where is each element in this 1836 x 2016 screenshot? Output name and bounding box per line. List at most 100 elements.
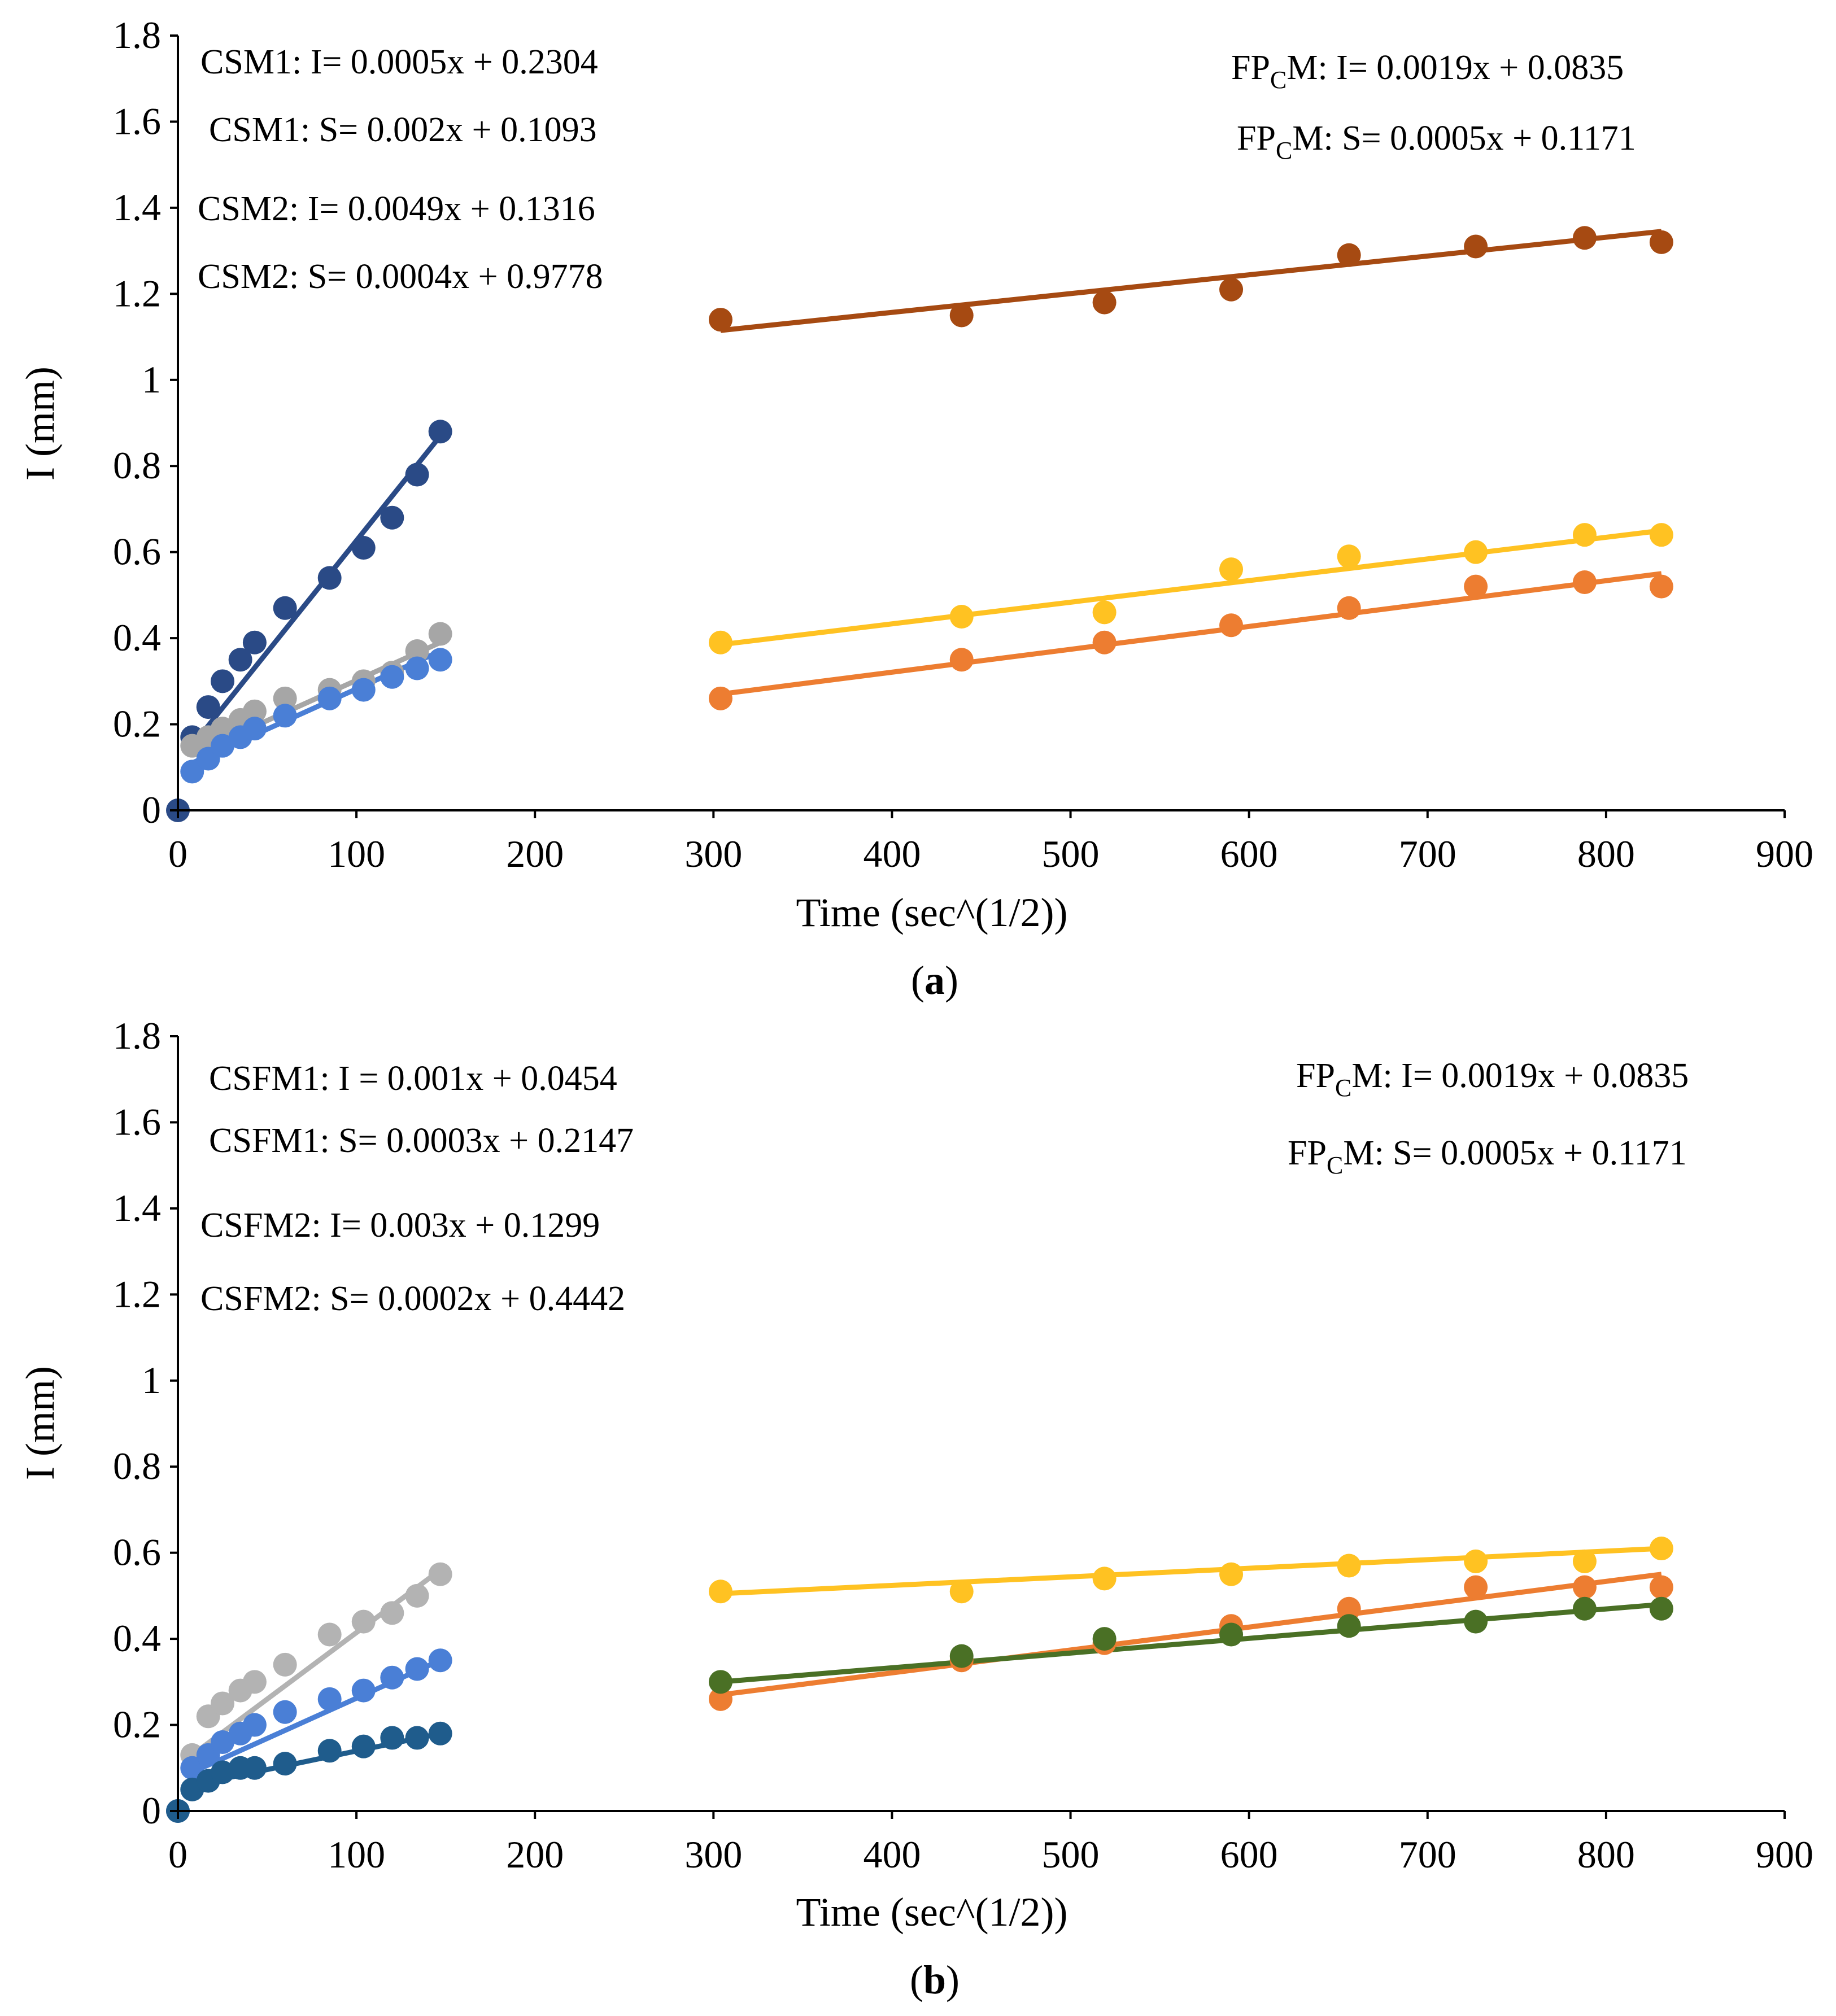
data-point-series-4 [949, 1579, 974, 1604]
data-point-series-5 [949, 605, 974, 629]
data-point-series-1 [211, 1691, 235, 1716]
x-tick-label: 500 [1042, 1833, 1100, 1876]
data-point-series-2 [380, 1665, 404, 1690]
equation-left-4: CSM2: S= 0.0004x + 0.9778 [198, 258, 603, 296]
data-point-series-3 [405, 1726, 429, 1750]
x-tick-label: 700 [1399, 832, 1456, 875]
trendline-5 [720, 1572, 1662, 1698]
data-point-series-6 [1464, 1609, 1488, 1634]
equation-right-2: FPCM: S= 0.0005x + 0.1171 [1288, 1134, 1687, 1179]
data-point-series-5 [1649, 523, 1673, 547]
data-point-series-6 [1092, 1627, 1117, 1651]
data-point-series-4 [1464, 234, 1488, 259]
y-tick-label: 0 [142, 788, 161, 831]
data-point-series-1 [242, 1670, 267, 1694]
data-point-series-2 [351, 1678, 376, 1703]
data-point-series-6 [708, 686, 732, 710]
x-tick-label: 700 [1399, 1833, 1456, 1876]
data-point-series-3 [273, 1752, 297, 1776]
x-tick-label: 400 [863, 1833, 921, 1876]
data-point-series-4 [1092, 290, 1117, 315]
equation-right-2: FPCM: S= 0.0005x + 0.1171 [1237, 119, 1636, 164]
data-point-series-1 [273, 1652, 297, 1677]
data-point-series-2 [242, 699, 267, 723]
trendline-6 [720, 571, 1662, 697]
data-point-series-5 [708, 1687, 732, 1711]
x-tick-label: 400 [863, 832, 921, 875]
data-point-series-6 [1649, 1596, 1673, 1621]
data-point-series-3 [428, 648, 452, 672]
data-point-series-2 [405, 639, 429, 663]
data-point-series-2 [211, 717, 235, 741]
equation-left-2: CSM1: S= 0.002x + 0.1093 [209, 111, 597, 149]
data-point-series-4 [1219, 1562, 1244, 1586]
data-point-series-6 [1337, 1614, 1361, 1638]
x-tick-label: 600 [1220, 1833, 1278, 1876]
x-tick-label: 500 [1042, 832, 1100, 875]
x-axis-label: Time (sec^(1/2)) [796, 1890, 1067, 1935]
y-tick-label: 0.2 [113, 702, 161, 745]
equation-left-3: CSM2: I= 0.0049x + 0.1316 [198, 190, 595, 228]
y-tick-label: 0.8 [113, 1445, 161, 1487]
y-tick-label: 0.8 [113, 444, 161, 487]
data-point-series-2 [428, 1648, 452, 1673]
data-point-series-6 [1572, 570, 1597, 595]
equation-left-1: CSFM1: I = 0.001x + 0.0454 [209, 1059, 617, 1098]
y-tick-label: 0.2 [113, 1703, 161, 1746]
data-point-series-3 [380, 1726, 404, 1750]
trendline-6 [720, 1602, 1662, 1685]
data-point-series-1 [380, 505, 404, 530]
data-point-series-1 [211, 669, 235, 693]
x-tick-label: 300 [684, 1833, 742, 1876]
data-point-series-1 [405, 1583, 429, 1608]
x-tick-label: 100 [328, 832, 385, 875]
x-tick-label: 0 [168, 1833, 187, 1876]
data-point-series-5 [1337, 1596, 1361, 1621]
equation-right-1: FPCM: I= 0.0019x + 0.0835 [1231, 49, 1624, 94]
panel-caption-a: (a) [911, 958, 958, 1003]
data-point-series-6 [949, 648, 974, 672]
data-point-series-5 [1572, 1575, 1597, 1599]
y-tick-label: 0.4 [113, 1617, 161, 1660]
data-point-series-3 [273, 704, 297, 728]
data-point-series-6 [1337, 596, 1361, 620]
data-point-series-3 [211, 1760, 235, 1784]
data-point-series-2 [180, 1756, 204, 1780]
data-point-series-6 [708, 1670, 732, 1694]
data-point-series-3 [317, 1739, 342, 1763]
data-point-series-4 [1649, 230, 1673, 254]
data-point-series-6 [1649, 574, 1673, 599]
data-point-series-4 [949, 303, 974, 328]
trendline-1 [190, 434, 443, 748]
x-tick-label: 600 [1220, 832, 1278, 875]
y-tick-label: 1.2 [113, 1272, 161, 1315]
data-point-series-5 [708, 630, 732, 654]
data-point-series-2 [317, 1687, 342, 1711]
x-tick-label: 200 [506, 1833, 564, 1876]
data-point-series-1 [242, 630, 267, 654]
data-point-series-3 [242, 717, 267, 741]
data-point-series-4 [1092, 1566, 1117, 1591]
data-point-series-6 [949, 1644, 974, 1668]
equation-left-4: CSFM2: S= 0.0002x + 0.4442 [200, 1280, 625, 1318]
x-tick-label: 800 [1577, 1833, 1635, 1876]
equation-right-1: FPCM: I= 0.0019x + 0.0835 [1296, 1057, 1689, 1102]
y-axis-label: I (mm) [18, 366, 63, 481]
data-point-series-4 [1649, 1537, 1673, 1561]
data-point-series-2 [273, 686, 297, 710]
y-tick-label: 1 [142, 1359, 161, 1402]
data-point-series-2 [428, 622, 452, 646]
data-point-series-1 [273, 596, 297, 620]
data-point-series-5 [1464, 1575, 1488, 1599]
data-point-series-1 [351, 1609, 376, 1634]
equation-left-1: CSM1: I= 0.0005x + 0.2304 [200, 43, 598, 81]
panel-caption-b: (b) [910, 1957, 960, 2002]
data-point-series-4 [708, 308, 732, 332]
data-point-series-1 [317, 566, 342, 590]
data-point-series-1 [228, 648, 252, 672]
data-point-series-3 [351, 1734, 376, 1758]
y-axis-label: I (mm) [18, 1366, 63, 1480]
data-point-series-4 [1337, 243, 1361, 267]
data-point-series-5 [1337, 544, 1361, 569]
